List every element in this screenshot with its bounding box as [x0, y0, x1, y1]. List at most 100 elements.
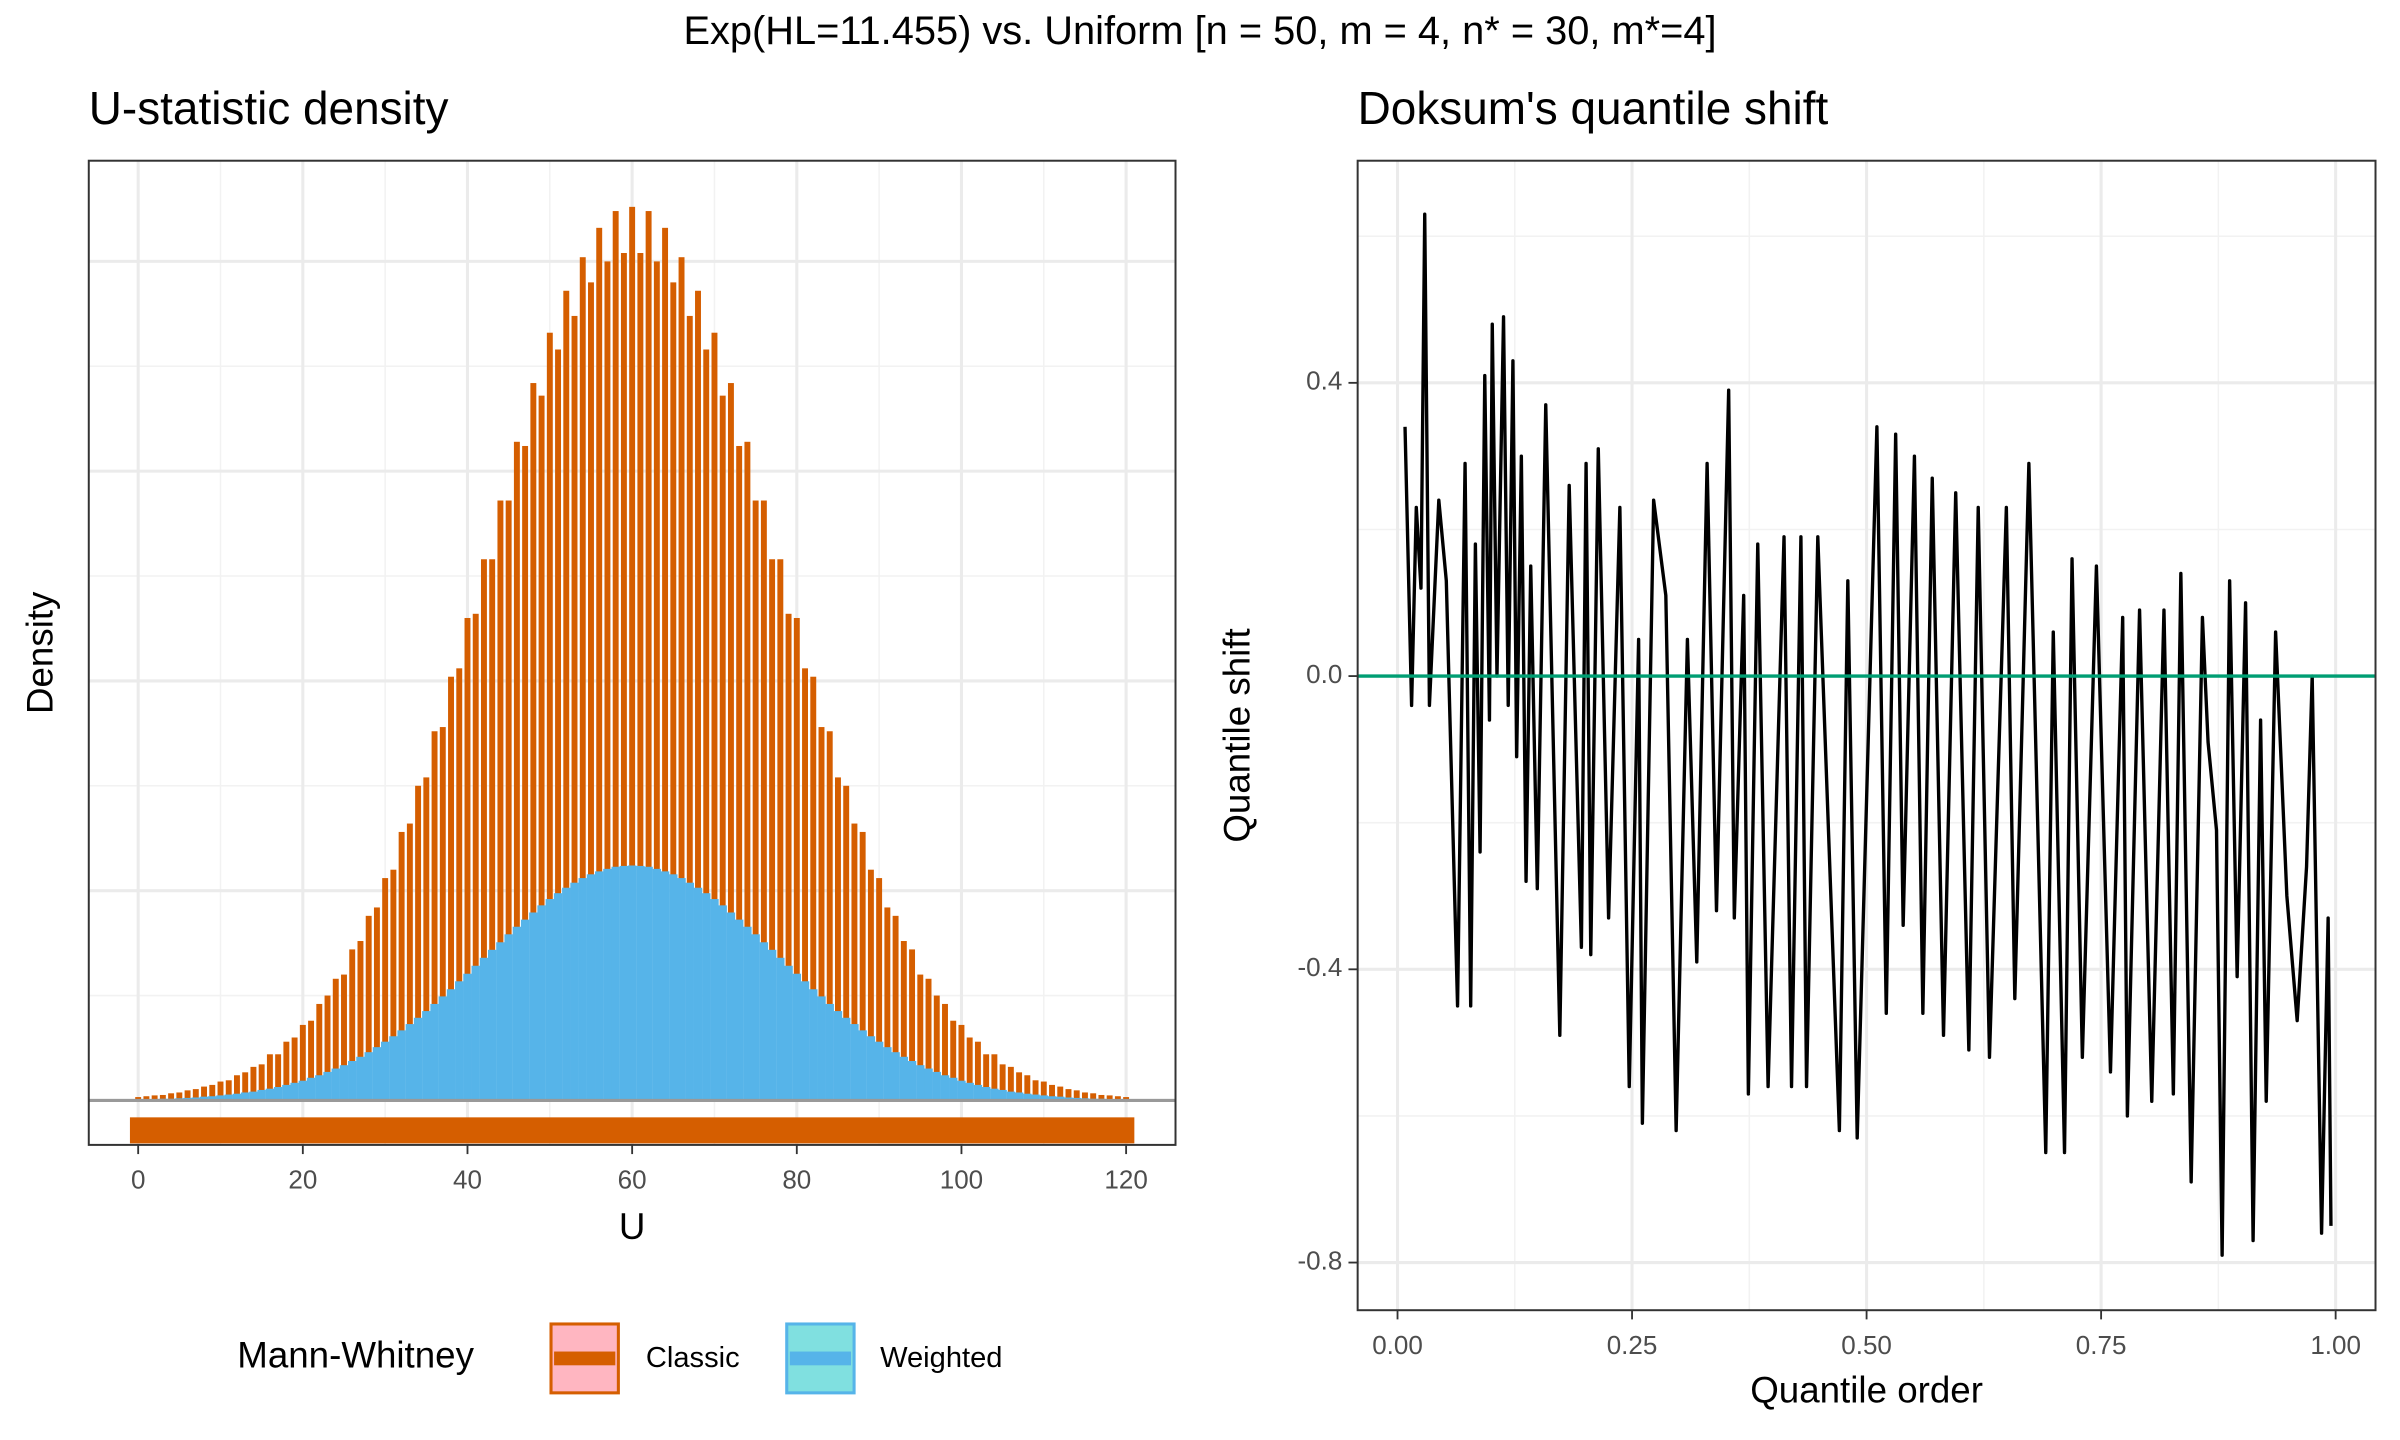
bar: [382, 878, 389, 1101]
bar: [151, 1095, 158, 1101]
bar: [480, 559, 487, 1101]
bar: [965, 1082, 974, 1101]
bar: [637, 253, 644, 1101]
bar: [942, 1003, 948, 1101]
bar: [900, 941, 907, 1101]
bar: [159, 1094, 166, 1101]
bar: [677, 878, 686, 1101]
panel-title: U-statistic density: [89, 82, 449, 134]
bar: [669, 874, 678, 1101]
series-1: [133, 865, 1131, 1101]
bar: [800, 981, 810, 1101]
bar: [1007, 1066, 1014, 1101]
bar: [843, 785, 850, 1101]
bar: [456, 668, 463, 1101]
bar: [463, 973, 472, 1101]
bar: [818, 727, 825, 1101]
bar: [487, 949, 497, 1101]
bar: [1106, 1095, 1113, 1101]
bar: [563, 290, 570, 1101]
bar: [710, 899, 719, 1101]
bar: [973, 1084, 983, 1101]
bar: [545, 899, 555, 1101]
bar: [909, 949, 916, 1101]
panel-border: [1356, 159, 2377, 1312]
bar: [553, 893, 563, 1101]
panel-title: Doksum's quantile shift: [1358, 82, 1829, 134]
bar: [867, 869, 874, 1101]
bar: [365, 915, 372, 1101]
bar: [496, 942, 505, 1101]
bar: [974, 1041, 981, 1101]
bar: [390, 869, 397, 1101]
bar: [1065, 1089, 1072, 1101]
bar: [578, 878, 587, 1101]
bar: [1114, 1096, 1121, 1101]
bar: [249, 1091, 258, 1101]
bar: [298, 1080, 308, 1101]
bar: [357, 941, 364, 1101]
bar: [348, 1060, 357, 1101]
bar: [916, 1065, 925, 1101]
bar: [423, 777, 430, 1101]
bar: [917, 974, 924, 1101]
bar: [1040, 1081, 1047, 1101]
y-tick-label: -0.8: [1298, 1245, 1343, 1275]
bar: [513, 441, 520, 1101]
bar: [660, 871, 670, 1101]
bar: [933, 995, 940, 1101]
bar: [135, 1097, 142, 1101]
bar: [793, 617, 800, 1101]
bar: [364, 1052, 373, 1101]
bar: [949, 1077, 958, 1101]
bar: [209, 1084, 216, 1101]
bar: [291, 1037, 298, 1101]
bar: [925, 978, 932, 1101]
bar: [604, 261, 611, 1101]
bar: [767, 949, 777, 1101]
bar: [891, 1052, 900, 1101]
bar: [1057, 1086, 1064, 1101]
figure-title: Exp(HL=11.455) vs. Uniform [n = 50, m = …: [684, 9, 1717, 53]
bar: [1023, 1093, 1032, 1101]
bar: [430, 1003, 439, 1101]
bar: [448, 676, 454, 1101]
bar: [538, 395, 545, 1101]
bar: [924, 1068, 933, 1101]
bar: [266, 1054, 273, 1101]
bar: [726, 912, 736, 1101]
bar: [719, 395, 726, 1101]
x-tick-label: 0.50: [1841, 1330, 1892, 1360]
bar: [851, 823, 858, 1101]
bar: [455, 981, 464, 1101]
bar: [743, 926, 752, 1101]
bar: [876, 878, 883, 1101]
bar: [372, 1047, 382, 1101]
x-axis-label: Quantile order: [1750, 1370, 1983, 1411]
bar: [595, 871, 604, 1101]
bar: [1123, 1097, 1130, 1101]
bar: [884, 907, 891, 1101]
bar: [250, 1066, 257, 1101]
bar: [603, 868, 612, 1101]
bar: [1006, 1091, 1016, 1101]
bar: [957, 1080, 966, 1101]
bar: [586, 874, 596, 1101]
legend-key-bar: [554, 1351, 616, 1366]
x-tick-label: 100: [940, 1165, 983, 1195]
bar: [998, 1089, 1007, 1101]
bar: [555, 349, 562, 1101]
bar: [512, 926, 522, 1101]
bar: [645, 211, 652, 1101]
bar: [1016, 1072, 1023, 1101]
bar: [216, 1095, 225, 1101]
bar: [373, 907, 380, 1101]
bar: [629, 206, 636, 1101]
bar: [308, 1020, 315, 1101]
bar: [546, 332, 553, 1101]
bar: [892, 915, 899, 1101]
bar: [810, 676, 817, 1101]
bar: [835, 777, 841, 1101]
bar: [168, 1093, 175, 1101]
